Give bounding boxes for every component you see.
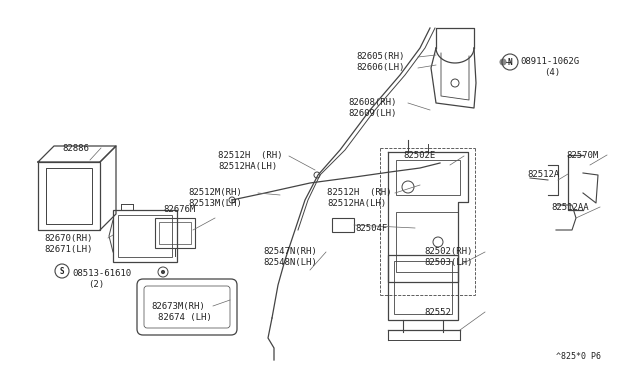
Bar — [159, 222, 191, 244]
Text: 82512H  (RH): 82512H (RH) — [327, 188, 392, 197]
Text: (4): (4) — [544, 68, 560, 77]
Text: (2): (2) — [88, 280, 104, 289]
Polygon shape — [388, 152, 468, 282]
Text: 82673M(RH): 82673M(RH) — [151, 302, 205, 311]
Text: 82512M(RH): 82512M(RH) — [188, 188, 242, 197]
Text: 82886: 82886 — [62, 144, 89, 153]
Bar — [118, 215, 172, 257]
Text: 82547N(RH): 82547N(RH) — [263, 247, 317, 256]
Circle shape — [500, 59, 506, 65]
Text: 82512A: 82512A — [527, 170, 559, 179]
Text: 82671(LH): 82671(LH) — [44, 245, 92, 254]
Circle shape — [437, 160, 443, 166]
Text: 82608(RH): 82608(RH) — [348, 98, 396, 107]
Text: 82570M: 82570M — [566, 151, 598, 160]
Text: 82513M(LH): 82513M(LH) — [188, 199, 242, 208]
Bar — [332, 218, 354, 232]
Text: 08513-61610: 08513-61610 — [72, 269, 131, 278]
Circle shape — [161, 270, 164, 273]
Text: 82548N(LH): 82548N(LH) — [263, 258, 317, 267]
Text: 82605(RH): 82605(RH) — [356, 52, 404, 61]
Text: 82512HA(LH): 82512HA(LH) — [218, 162, 277, 171]
Text: N: N — [508, 58, 512, 67]
Bar — [396, 212, 458, 272]
Bar — [46, 168, 92, 224]
Text: S: S — [60, 266, 64, 276]
Text: 08911-1062G: 08911-1062G — [520, 57, 579, 66]
Circle shape — [314, 172, 320, 178]
Text: ^825*0 P6: ^825*0 P6 — [556, 352, 601, 361]
Bar — [396, 160, 460, 195]
Bar — [38, 162, 100, 230]
Text: 82502E: 82502E — [403, 151, 435, 160]
Text: 82512AA: 82512AA — [551, 203, 589, 212]
Text: 82503(LH): 82503(LH) — [424, 258, 472, 267]
Text: 82552: 82552 — [424, 308, 451, 317]
Bar — [388, 255, 458, 320]
Text: 82606(LH): 82606(LH) — [356, 63, 404, 72]
Text: 82512HA(LH): 82512HA(LH) — [327, 199, 386, 208]
Text: 82504F: 82504F — [355, 224, 387, 233]
Text: 82676M: 82676M — [163, 205, 195, 214]
Text: 82609(LH): 82609(LH) — [348, 109, 396, 118]
Bar — [113, 210, 177, 262]
Bar — [394, 261, 452, 314]
Text: 82674 (LH): 82674 (LH) — [158, 313, 212, 322]
Text: 82502(RH): 82502(RH) — [424, 247, 472, 256]
Circle shape — [229, 197, 235, 203]
Text: 82512H  (RH): 82512H (RH) — [218, 151, 282, 160]
Text: 82670(RH): 82670(RH) — [44, 234, 92, 243]
Bar — [155, 218, 195, 248]
